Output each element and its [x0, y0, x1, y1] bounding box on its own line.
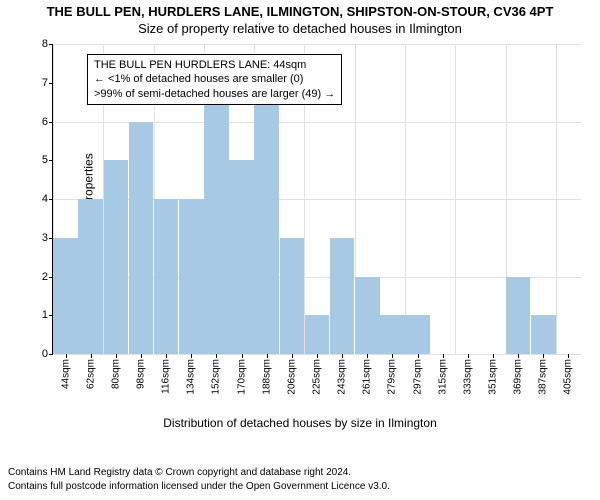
xtick-mark [518, 354, 519, 358]
ytick-label: 5 [42, 154, 53, 166]
x-axis-label: Distribution of detached houses by size … [0, 416, 600, 430]
gridline-v [556, 44, 557, 354]
ytick-label: 0 [42, 348, 53, 360]
xtick-label: 369sqm [513, 359, 524, 395]
page-title-2: Size of property relative to detached ho… [0, 19, 600, 36]
xtick-label: 44sqm [60, 359, 71, 389]
bar [330, 238, 355, 354]
xtick-label: 297sqm [412, 359, 423, 395]
xtick-mark [568, 354, 569, 358]
gridline-h [53, 44, 581, 45]
bar [531, 315, 556, 354]
xtick-label: 315sqm [437, 359, 448, 395]
attribution-line-2: Contains full postcode information licen… [8, 480, 390, 494]
bar [154, 199, 179, 354]
xtick-mark [367, 354, 368, 358]
gridline-v [405, 44, 406, 354]
xtick-label: 261sqm [362, 359, 373, 395]
xtick-mark [493, 354, 494, 358]
xtick-label: 387sqm [538, 359, 549, 395]
xtick-mark [66, 354, 67, 358]
xtick-mark [166, 354, 167, 358]
ytick-label: 2 [42, 271, 53, 283]
ytick-label: 4 [42, 193, 53, 205]
bar [53, 238, 78, 354]
xtick-label: 243sqm [337, 359, 348, 395]
plot-area: 01234567844sqm62sqm80sqm98sqm116sqm134sq… [52, 44, 581, 355]
xtick-label: 98sqm [136, 359, 147, 389]
xtick-mark [392, 354, 393, 358]
xtick-mark [543, 354, 544, 358]
bar [254, 83, 279, 354]
xtick-label: 116sqm [161, 359, 172, 394]
ytick-label: 7 [42, 77, 53, 89]
xtick-mark [317, 354, 318, 358]
chart-container: Number of detached properties 0123456784… [0, 36, 600, 436]
ytick-label: 6 [42, 116, 53, 128]
xtick-label: 152sqm [211, 359, 222, 395]
xtick-label: 80sqm [110, 359, 121, 389]
xtick-mark [418, 354, 419, 358]
xtick-label: 170sqm [236, 359, 247, 395]
xtick-mark [267, 354, 268, 358]
gridline-v [455, 44, 456, 354]
xtick-label: 206sqm [286, 359, 297, 395]
chart-infobox: THE BULL PEN HURDLERS LANE: 44sqm ← <1% … [87, 54, 342, 105]
xtick-label: 62sqm [85, 359, 96, 389]
bar [104, 160, 129, 354]
bar [506, 277, 531, 355]
xtick-mark [216, 354, 217, 358]
attribution: Contains HM Land Registry data © Crown c… [8, 466, 390, 494]
xtick-mark [91, 354, 92, 358]
xtick-mark [191, 354, 192, 358]
bar [280, 238, 305, 354]
infobox-line-2: ← <1% of detached houses are smaller (0) [94, 72, 335, 86]
ytick-label: 1 [42, 309, 53, 321]
bar [405, 315, 430, 354]
bar [179, 199, 204, 354]
xtick-mark [141, 354, 142, 358]
xtick-mark [242, 354, 243, 358]
infobox-line-3: >99% of semi-detached houses are larger … [94, 87, 335, 101]
xtick-label: 279sqm [387, 359, 398, 395]
bar [78, 199, 103, 354]
xtick-mark [443, 354, 444, 358]
xtick-label: 405sqm [563, 359, 574, 395]
ytick-label: 3 [42, 232, 53, 244]
xtick-label: 188sqm [261, 359, 272, 395]
xtick-mark [116, 354, 117, 358]
xtick-label: 351sqm [488, 359, 499, 395]
bar [380, 315, 405, 354]
bar [129, 122, 154, 355]
xtick-mark [292, 354, 293, 358]
infobox-line-1: THE BULL PEN HURDLERS LANE: 44sqm [94, 58, 335, 72]
page-title-1: THE BULL PEN, HURDLERS LANE, ILMINGTON, … [0, 0, 600, 19]
xtick-label: 333sqm [462, 359, 473, 395]
xtick-mark [468, 354, 469, 358]
xtick-mark [342, 354, 343, 358]
ytick-label: 8 [42, 38, 53, 50]
xtick-label: 134sqm [186, 359, 197, 395]
xtick-label: 225sqm [312, 359, 323, 395]
bar [229, 160, 254, 354]
bar [204, 83, 229, 354]
attribution-line-1: Contains HM Land Registry data © Crown c… [8, 466, 390, 480]
bar [305, 315, 330, 354]
bar [355, 277, 380, 355]
